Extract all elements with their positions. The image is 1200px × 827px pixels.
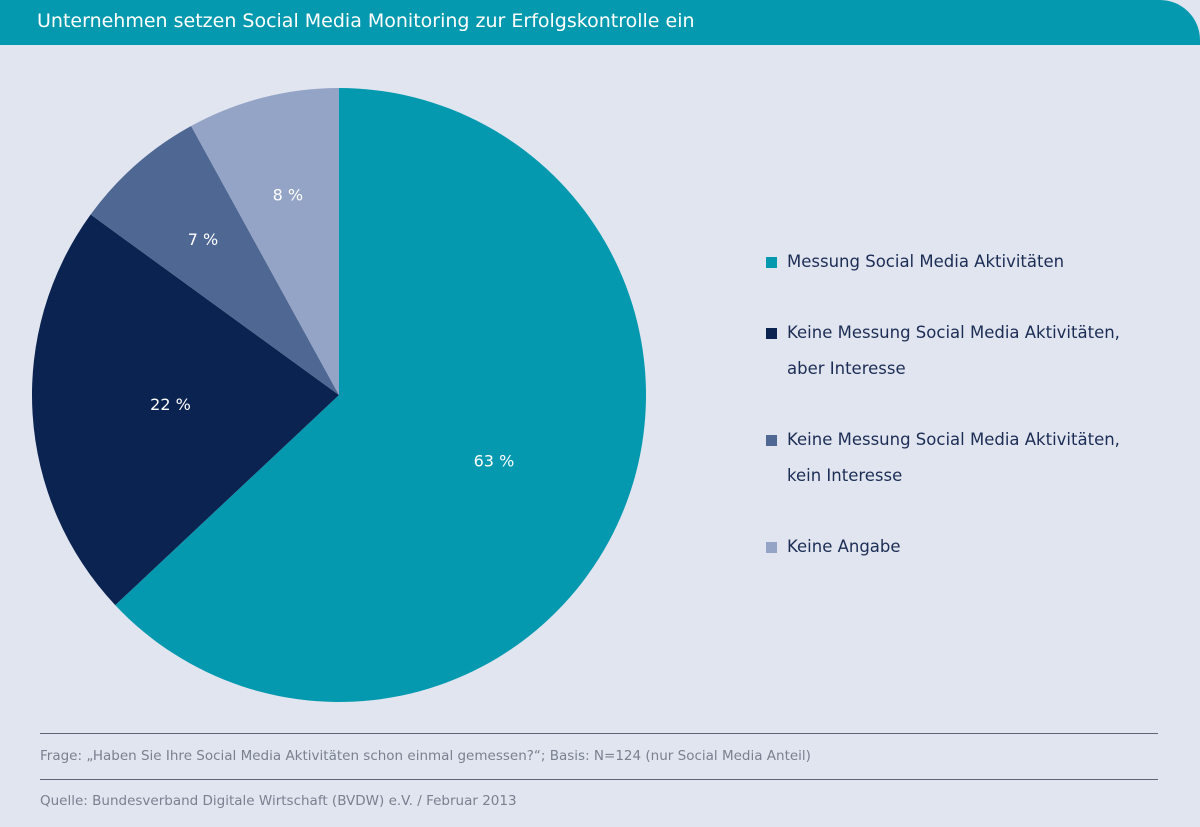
header-bar: Unternehmen setzen Social Media Monitori… [0,0,1200,45]
legend-swatch [766,542,777,553]
pie-slice [31,214,339,606]
data-label: 22 % [150,395,191,414]
pie-slice [90,125,340,395]
footnote: Frage: „Haben Sie Ihre Social Media Akti… [40,748,811,764]
legend-swatch [766,328,777,339]
legend-entry: Messung Social Media Aktivitäten [766,244,1146,280]
legend-entry: Keine Angabe [766,529,1146,565]
pie-slice [115,88,646,702]
legend-label: Keine Messung Social Media Aktivitäten, … [787,430,1120,485]
rule [40,779,1158,780]
legend: Messung Social Media Aktivitäten Keine Me… [766,244,1146,600]
legend-entry: Keine Messung Social Media Aktivitäten, … [766,315,1146,387]
legend-label: Messung Social Media Aktivitäten [787,252,1065,271]
rule [40,733,1158,734]
legend-label: Keine Angabe [787,537,901,556]
data-label: 63 % [474,452,515,471]
chart-title: Unternehmen setzen Social Media Monitori… [37,10,695,32]
legend-swatch [766,257,777,268]
source: Quelle: Bundesverband Digitale Wirtschaf… [40,793,517,809]
data-label: 8 % [273,185,303,204]
legend-entry: Keine Messung Social Media Aktivitäten, … [766,422,1146,494]
data-label: 7 % [188,230,218,249]
legend-label: Keine Messung Social Media Aktivitäten, … [787,323,1120,378]
legend-swatch [766,435,777,446]
pie-slice [191,88,339,395]
